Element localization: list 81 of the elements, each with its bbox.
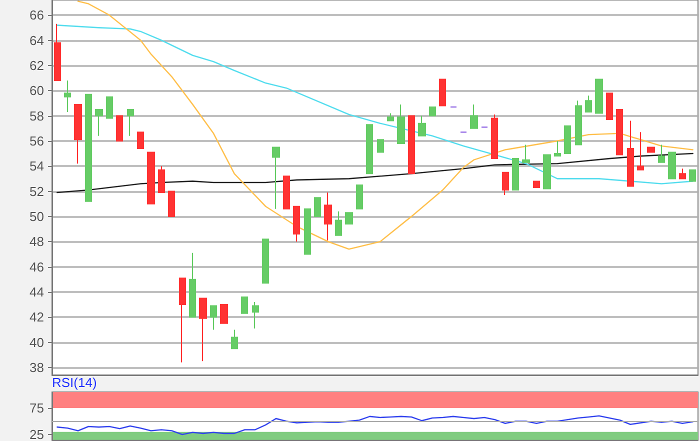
y-tick-label: 60 [30,83,44,98]
candlestick [429,106,436,116]
candlestick [679,168,686,180]
candlestick [627,120,634,187]
y-tick-label: 46 [30,259,44,274]
candlestick [408,115,415,174]
candlestick [616,108,623,156]
candlestick [397,104,405,144]
candlestick [262,238,269,284]
line-series [56,152,694,194]
y-tick-label: 75 [30,400,44,416]
candlestick [252,302,259,329]
candlestick [575,100,582,146]
candlestick [54,23,61,82]
y-tick-label: 48 [30,234,44,250]
candlestick [637,132,644,170]
candlestick [689,169,696,182]
candlestick [147,152,155,204]
candlestick [377,139,384,153]
candlestick [554,140,561,157]
y-tick-label: 54 [30,158,44,174]
candlestick [137,132,144,149]
candlestick [522,144,530,163]
candlestick [231,329,238,350]
candlestick [668,152,676,180]
y-tick-label: 25 [30,427,44,441]
candlestick [179,278,186,363]
candlestick [85,94,92,202]
candlestick [210,305,217,330]
candlestick [533,180,540,188]
candlestick [418,115,426,136]
candlestick [387,112,394,122]
candlestick [293,206,300,242]
candlestick [324,192,332,241]
y-tick-label: 52 [30,184,44,199]
line-series [56,415,694,436]
line-series [77,0,694,250]
y-tick-label: 50 [30,208,44,224]
candlestick [356,184,363,210]
candlestick [95,108,103,136]
candlestick [543,154,551,190]
candlestick [199,298,207,362]
candlestick [64,80,71,112]
candlestick [272,146,280,210]
candlestick [189,252,196,318]
y-tick-label: 64 [30,32,44,48]
candlestick [512,158,519,191]
chart-title: RSI(14) [52,375,97,390]
candlestick [491,114,498,160]
candlestick [345,212,353,224]
candlestick [241,296,248,314]
y-tick-label: 44 [30,284,44,300]
candlestick [439,78,446,106]
y-tick-label: 58 [30,108,44,124]
candlestick [647,146,655,153]
candlestick [335,210,342,236]
y-tick-label: 62 [30,58,44,73]
candlestick [158,166,165,194]
candlestick [220,304,228,324]
y-tick-label: 38 [30,360,44,375]
candlestick [127,108,134,136]
candlestick [606,92,613,120]
candlestick [283,176,290,210]
candlestick [74,104,82,164]
candlestick [470,104,478,129]
y-tick-label: 40 [30,334,44,350]
candlestick [304,208,311,255]
candlestick [585,95,592,112]
candlestick [366,124,373,174]
candlestick [168,190,175,217]
candlestick [564,125,571,154]
y-tick-label: 66 [30,8,44,23]
candlestick [314,197,321,217]
candlestick [106,96,113,119]
candlestick [658,144,665,163]
line-series [56,24,694,184]
y-tick-label: 42 [30,310,44,325]
candlestick [116,115,123,142]
candlestick [502,172,509,196]
y-tick-label: 56 [30,133,44,148]
candlestick [595,78,603,114]
